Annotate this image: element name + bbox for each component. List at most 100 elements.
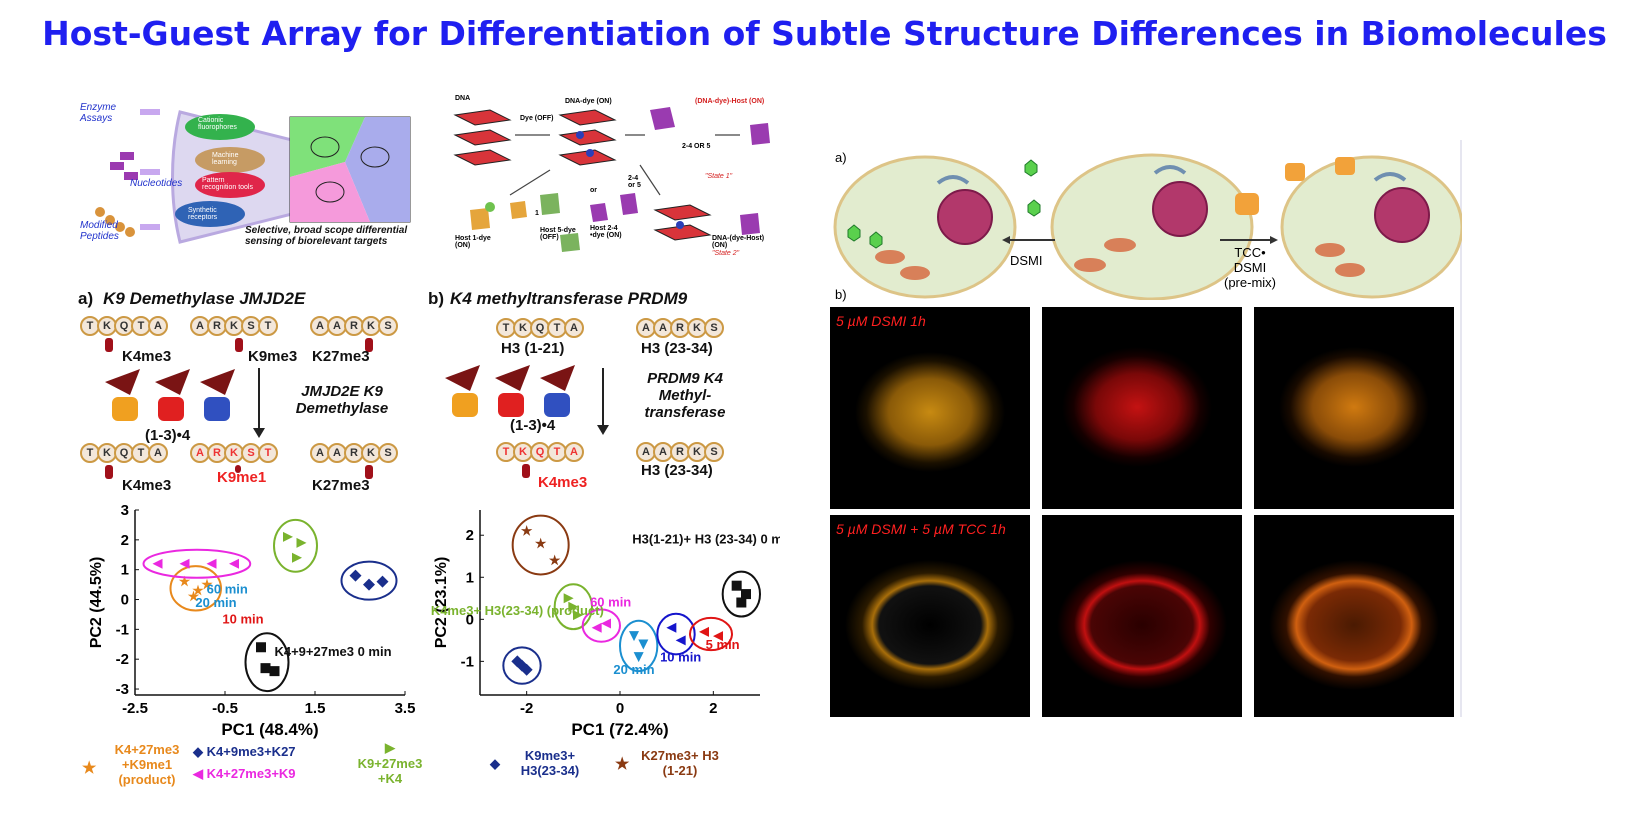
input-label-enzyme: Enzyme Assays <box>80 102 117 124</box>
cluster-ellipse <box>340 560 398 601</box>
name-k4me3: K4me3 <box>122 348 172 365</box>
methyl-tag-b <box>522 464 530 478</box>
data-point <box>591 622 602 633</box>
data-point <box>292 552 302 563</box>
cluster-ellipse <box>689 616 733 652</box>
row2-label: 5 µM DSMI + 5 µM TCC 1h <box>836 521 1006 537</box>
annotation: 10 min <box>222 611 263 626</box>
name-k27me3: K27me3 <box>312 348 370 365</box>
bead: A <box>148 443 168 463</box>
y-tick-label: -1 <box>116 621 129 638</box>
cluster-ellipse <box>656 612 696 656</box>
data-point <box>229 558 239 569</box>
legend-marker-icon: ◆ <box>193 744 203 759</box>
panel-a-heading-row: a) K9 Demethylase JMJD2E <box>78 289 305 309</box>
x-axis-label: PC1 (48.4%) <box>221 720 318 739</box>
data-series <box>689 616 733 652</box>
cluster-ellipse <box>142 548 252 579</box>
x-tick-label: 3.5 <box>395 700 416 717</box>
dna-dye-host2-label: DNA-(dye-Host) (ON) <box>712 235 765 249</box>
micrograph-tcc-yellow: 5 µM DSMI + 5 µM TCC 1h <box>830 515 1030 717</box>
arrowhead-b <box>597 425 609 435</box>
x-tick-label: -0.5 <box>212 700 238 717</box>
enzyme-label-b: PRDM9 K4 Methyl- transferase <box>644 370 726 421</box>
right-panel-b-label: b) <box>835 287 847 302</box>
data-point <box>568 601 579 612</box>
prod-name-k27me3: K27me3 <box>312 477 370 494</box>
tool-label-4: Synthetic receptors <box>188 207 218 221</box>
or-label: or <box>590 187 597 194</box>
bead: T <box>258 316 278 336</box>
y-tick-label: 2 <box>466 527 474 544</box>
enzyme-label-a: JMJD2E K9 Demethylase <box>295 383 389 417</box>
data-series <box>721 570 762 618</box>
annotation: K4+9+27me3 0 min <box>274 644 391 659</box>
data-point <box>633 652 644 663</box>
bead: A <box>310 443 330 463</box>
data-series <box>619 619 659 673</box>
data-point <box>349 569 362 582</box>
input-label-peptides: Modified Peptides <box>80 220 119 242</box>
tool-label-3: Pattern recognition tools <box>202 177 253 191</box>
data-point <box>260 663 271 674</box>
reaction-arrow-b <box>602 368 604 430</box>
host-cavitands-a <box>105 369 235 421</box>
bead: A <box>148 316 168 336</box>
bead: S <box>378 316 398 336</box>
bead: S <box>704 318 724 338</box>
right-panel-a-label: a) <box>835 150 847 165</box>
micrograph-tcc-red <box>1042 515 1242 717</box>
prod-name-k4me3-b: K4me3 <box>538 474 588 491</box>
data-point <box>736 597 747 608</box>
data-series <box>340 560 398 601</box>
micrograph-dsmi-merge <box>1254 307 1454 509</box>
data-series <box>656 612 696 656</box>
legend-item: ◀ K4+27me3+K9 <box>193 766 296 782</box>
cluster-ellipse <box>169 565 222 612</box>
annotation: 10 min <box>660 649 701 664</box>
host1-label: 1 <box>535 210 539 217</box>
bead: K <box>687 442 707 462</box>
legend-label: K4+9me3+K27 <box>206 744 296 759</box>
data-series <box>169 565 222 612</box>
bead: A <box>564 442 584 462</box>
panel-a-heading: K9 Demethylase JMJD2E <box>103 289 306 308</box>
arrowhead-a <box>253 428 265 438</box>
legend-a: ★ K4+27me3 +K9me1 (product) ◆ K4+9me3+K2… <box>80 740 440 802</box>
prod-name-h3-b: H3 (23-34) <box>641 462 713 479</box>
data-series <box>244 632 290 693</box>
name-h3-1-21: H3 (1-21) <box>501 340 565 357</box>
legend-marker-icon: ◀ <box>193 766 203 781</box>
data-point <box>731 580 742 591</box>
annotation: 60 min <box>590 595 631 610</box>
y-tick-label: 1 <box>466 569 474 586</box>
dna-label: DNA <box>455 95 471 102</box>
cluster-ellipse <box>244 632 290 693</box>
state1-label: "State 1" <box>705 173 733 180</box>
annotation: 60 min <box>207 582 248 597</box>
data-point <box>179 558 190 569</box>
data-point <box>187 590 200 602</box>
legend-label: K9+27me3 +K4 <box>357 756 423 786</box>
row1-label: 5 µM DSMI 1h <box>836 313 926 329</box>
data-point <box>283 531 293 542</box>
data-series <box>142 548 252 579</box>
data-series <box>581 608 621 643</box>
data-point <box>192 584 204 596</box>
data-point <box>563 593 574 604</box>
data-point <box>666 622 677 633</box>
data-point <box>638 639 649 650</box>
legend-label: K4+27me3+K9 <box>206 766 296 781</box>
bead: A <box>564 318 584 338</box>
y-tick-label: -2 <box>116 651 129 668</box>
host-choice-label-2: 2-4 or 5 <box>628 175 641 189</box>
dna-dye-label: DNA-dye (ON) <box>565 98 612 105</box>
bead: S <box>378 443 398 463</box>
bead: A <box>190 316 210 336</box>
host5-dye-label: Host 5-dye (OFF) <box>540 227 576 241</box>
